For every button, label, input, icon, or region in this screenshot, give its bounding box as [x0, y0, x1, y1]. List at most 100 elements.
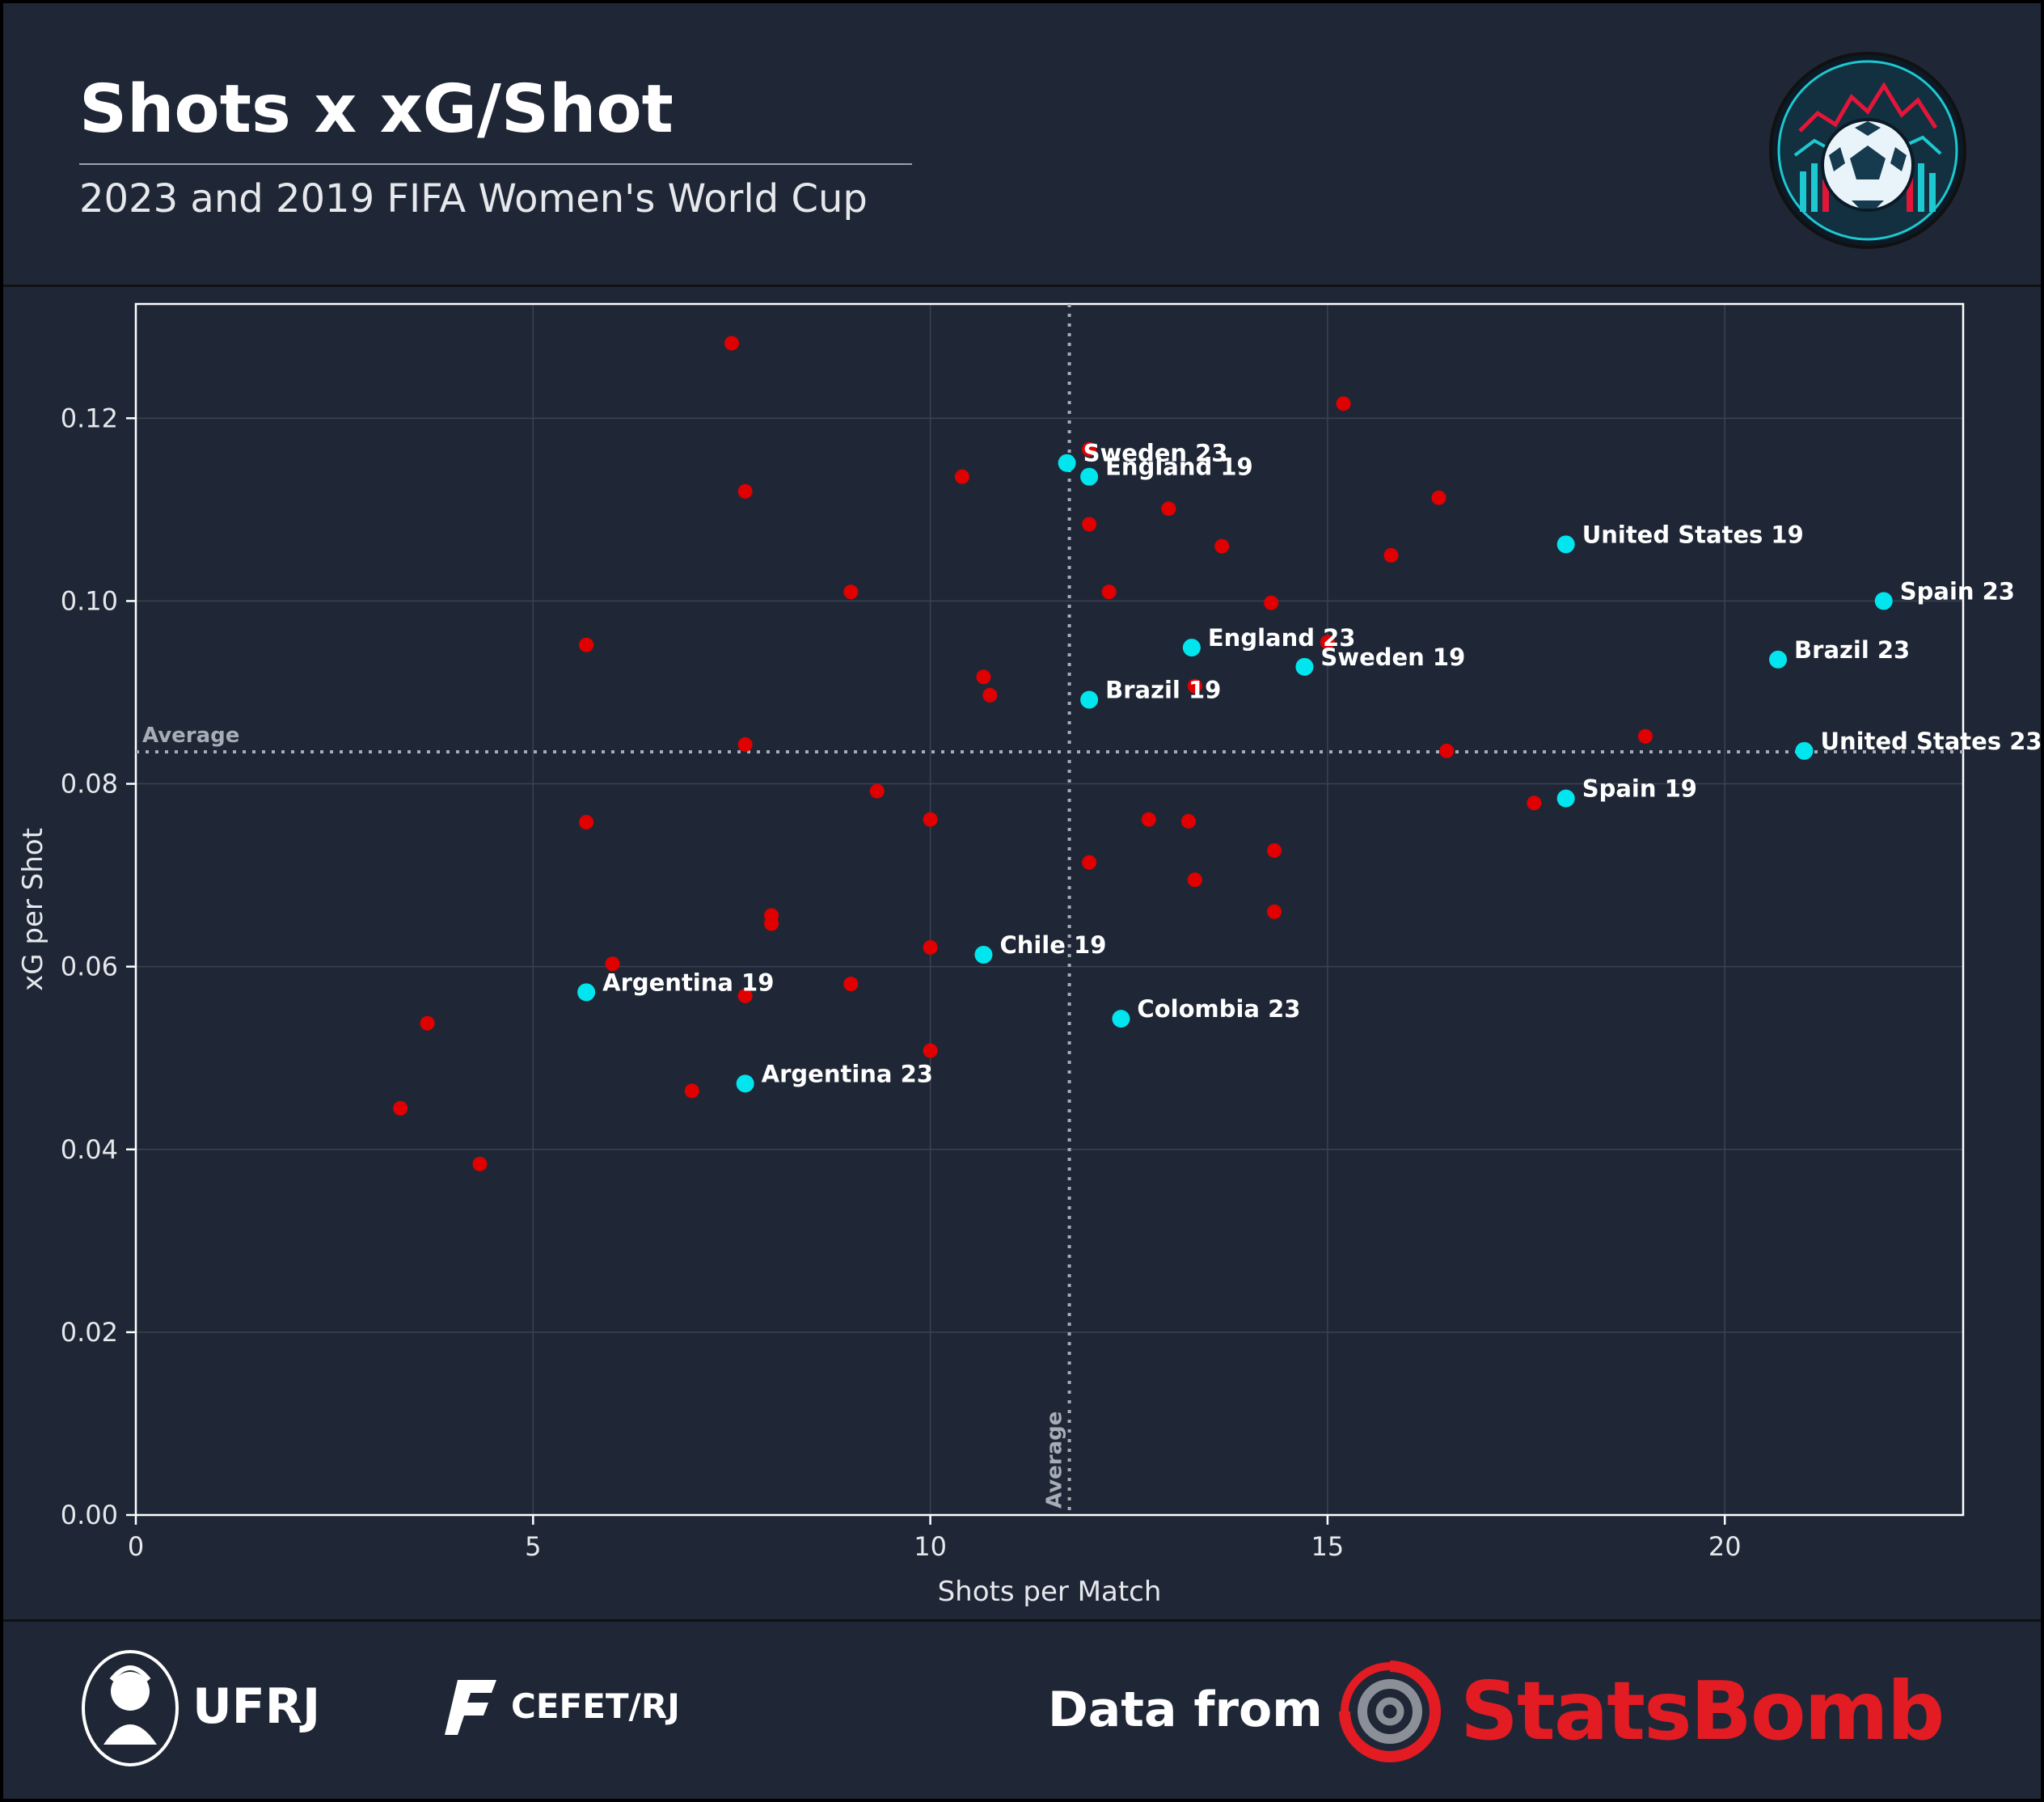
team-point [923, 939, 938, 955]
team-point [923, 812, 938, 827]
team-point [869, 783, 885, 799]
team-point [1439, 743, 1455, 758]
team-point [420, 1015, 435, 1031]
team-point [737, 988, 753, 1003]
highlighted-team-point [1058, 454, 1076, 472]
x-tick-label: 10 [914, 1531, 947, 1562]
average-y-label: Average [142, 724, 239, 748]
team-point [605, 956, 620, 972]
team-point [1267, 843, 1282, 859]
team-point [1336, 396, 1351, 411]
team-point [954, 469, 969, 484]
football-analytics-logo-icon [1769, 52, 1966, 249]
highlighted-team-point [1295, 657, 1314, 676]
x-tick-label: 20 [1708, 1531, 1742, 1562]
team-point-label: England 23 [1208, 624, 1356, 652]
team-point [1187, 872, 1202, 888]
statsbomb-target-icon [1338, 1660, 1441, 1762]
team-point [1082, 441, 1097, 457]
team-point-label: Spain 23 [1900, 577, 2015, 605]
cefet-label: CEFET/RJ [511, 1686, 680, 1726]
highlighted-team-point [736, 1074, 754, 1093]
team-point [472, 1156, 488, 1171]
axes: 0 5 10 15 20 0.00 0.02 0.04 0.06 0.08 0.10 0.12 Shot… [17, 403, 1742, 1608]
team-point [1180, 813, 1196, 829]
data-source-label: Data from [1048, 1682, 1323, 1738]
team-point-label: Chile 19 [999, 931, 1106, 959]
ufrj-crest-icon [82, 1650, 179, 1766]
highlighted-team-point [1556, 535, 1575, 554]
team-point [737, 483, 753, 499]
team-point [923, 1043, 938, 1058]
plot-band [0, 285, 2044, 1622]
team-point [1637, 728, 1653, 744]
team-point-label: Argentina 23 [762, 1060, 933, 1087]
team-point-label: Sweden 19 [1320, 644, 1465, 671]
team-point [843, 584, 859, 600]
cefet-logo-icon [445, 1680, 496, 1735]
team-point [764, 916, 779, 931]
team-point-label: Brazil 19 [1105, 677, 1221, 704]
other-teams-points [393, 336, 1653, 1171]
team-point [579, 637, 594, 652]
average-lines: Average Average [136, 304, 1963, 1515]
team-point [724, 336, 739, 351]
grid-lines [135, 304, 1963, 1516]
team-point [1431, 490, 1446, 505]
y-tick-label: 0.04 [61, 1134, 118, 1165]
x-tick-label: 15 [1311, 1531, 1345, 1562]
highlighted-team-point [1112, 1010, 1130, 1028]
team-point [1101, 584, 1117, 600]
footer: UFRJ CEFET/RJ Data from StatsBomb [0, 1617, 2044, 1802]
header: Shots x xG/Shot 2023 and 2019 FIFA Women… [0, 0, 2044, 285]
y-tick-label: 0.08 [61, 769, 118, 800]
team-point [976, 669, 991, 685]
highlighted-team-point [1795, 741, 1814, 760]
team-point [1187, 678, 1202, 694]
team-point-label: Brazil 23 [1794, 636, 1910, 664]
team-point [1320, 635, 1335, 650]
y-axis-label: xG per Shot [17, 828, 49, 991]
team-point-label: United States 23 [1820, 728, 2042, 755]
team-point [982, 687, 998, 703]
team-point [737, 736, 753, 752]
highlighted-team-point [577, 983, 596, 1002]
y-tick-label: 0.12 [61, 403, 118, 433]
highlighted-team-point [1556, 789, 1575, 808]
highlighted-team-point [1874, 592, 1893, 610]
team-point [1267, 904, 1282, 919]
team-point [579, 815, 594, 830]
team-point-label: Argentina 19 [602, 969, 774, 996]
highlighted-team-point [1080, 690, 1099, 709]
y-tick-label: 0.06 [61, 952, 118, 982]
x-tick-label: 5 [525, 1531, 541, 1562]
y-tick-label: 0.02 [61, 1317, 118, 1348]
team-point [1082, 517, 1097, 532]
team-point-label: Sweden 23 [1083, 440, 1228, 467]
y-tick-label: 0.00 [61, 1500, 118, 1530]
team-point [1082, 855, 1097, 870]
team-point-label: England 19 [1105, 454, 1253, 481]
team-point [1264, 595, 1279, 610]
average-x-label: Average [1043, 1412, 1067, 1509]
team-point [393, 1100, 408, 1116]
team-point [684, 1083, 699, 1099]
team-point [1527, 795, 1542, 811]
team-point [1161, 501, 1176, 517]
x-axis-label: Shots per Match [938, 1576, 1162, 1608]
x-tick-label: 0 [128, 1531, 144, 1562]
highlighted-team-point [1769, 650, 1788, 669]
team-point-label: United States 19 [1582, 521, 1804, 548]
highlighted-team-point [1080, 467, 1099, 486]
title-divider [79, 163, 912, 165]
highlighted-team-point [974, 945, 993, 964]
team-point-label: Colombia 23 [1137, 995, 1300, 1023]
page-subtitle: 2023 and 2019 FIFA Women's World Cup [79, 176, 868, 222]
team-point [843, 977, 859, 992]
page-title: Shots x xG/Shot [79, 71, 674, 148]
team-point [1214, 538, 1230, 554]
team-point [1141, 812, 1156, 827]
highlighted-team-point [1182, 639, 1201, 657]
